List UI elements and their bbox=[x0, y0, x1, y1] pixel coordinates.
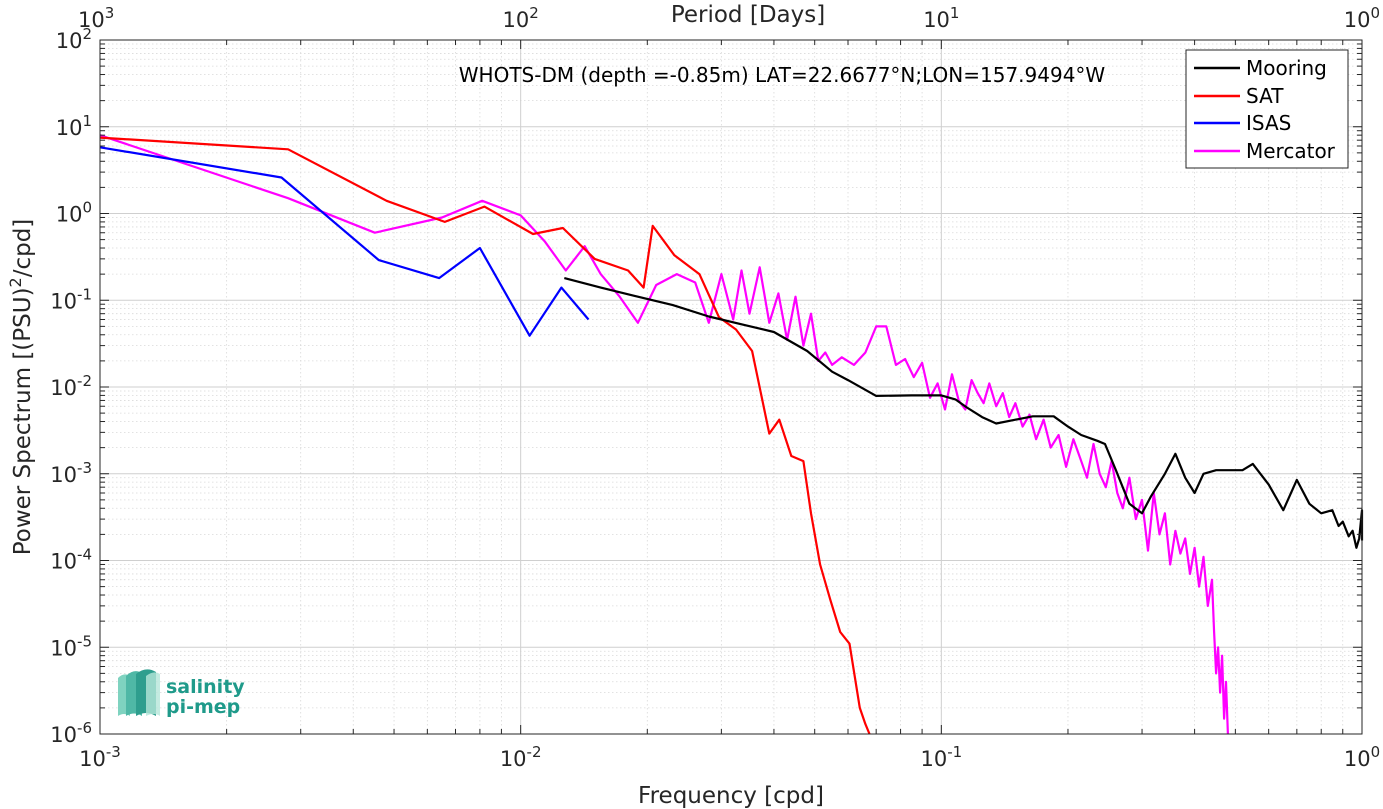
series-line-mercator bbox=[99, 134, 1229, 735]
x-tick-label-base: 10 bbox=[1344, 747, 1371, 771]
y-tick-label-base: 10 bbox=[50, 723, 77, 747]
x-tick-label: 100 bbox=[1344, 743, 1380, 771]
x-tick-label: 10-1 bbox=[920, 743, 962, 771]
y-axis-title-main: Power Spectrum [(PSU) bbox=[10, 287, 36, 555]
logo-waves-icon bbox=[118, 669, 160, 716]
major-grid bbox=[99, 39, 1363, 735]
top-tick-label-exp: 1 bbox=[950, 4, 960, 22]
legend-label-mooring: Mooring bbox=[1246, 56, 1327, 80]
y-tick-label: 10-5 bbox=[50, 632, 92, 660]
top-tick-label: 101 bbox=[923, 4, 959, 32]
y-tick-label-base: 10 bbox=[56, 203, 83, 227]
x-tick-label-base: 10 bbox=[79, 747, 106, 771]
x-tick-label-exp: -2 bbox=[527, 743, 542, 761]
y-axis-title-sup: 2 bbox=[6, 277, 25, 287]
x-tick-label-base: 10 bbox=[920, 747, 947, 771]
series-layer bbox=[99, 134, 1364, 735]
y-tick-label-base: 10 bbox=[50, 636, 77, 660]
tick-marks bbox=[99, 39, 1363, 735]
top-tick-label: 100 bbox=[1344, 4, 1380, 32]
x-tick-label: 10-3 bbox=[79, 743, 121, 771]
top-tick-labels: 103 102 101 100 bbox=[78, 4, 1380, 32]
series-line-isas bbox=[99, 146, 590, 337]
y-tick-label-base: 10 bbox=[50, 463, 77, 487]
y-tick-label-exp: -6 bbox=[77, 719, 92, 737]
salinity-pimep-logo: salinity pi-mep bbox=[118, 669, 245, 718]
logo-text-line1: salinity bbox=[166, 676, 245, 698]
y-axis-title: Power Spectrum [(PSU)2/cpd] bbox=[6, 219, 37, 556]
y-axis-title-tail: /cpd] bbox=[10, 219, 36, 278]
y-tick-label: 101 bbox=[56, 112, 92, 140]
legend-label-sat: SAT bbox=[1246, 84, 1284, 108]
y-tick-label-base: 10 bbox=[56, 29, 83, 53]
y-tick-label-exp: -5 bbox=[77, 632, 92, 650]
top-tick-label-exp: 0 bbox=[1370, 4, 1380, 22]
y-tick-label-base: 10 bbox=[50, 376, 77, 400]
y-tick-label: 10-1 bbox=[50, 285, 92, 313]
top-tick-label-base: 10 bbox=[78, 8, 105, 32]
y-tick-label: 10-4 bbox=[50, 546, 92, 574]
top-tick-label-exp: 3 bbox=[105, 4, 115, 22]
y-tick-label-exp: 0 bbox=[82, 199, 92, 217]
legend-box bbox=[1185, 49, 1349, 169]
y-tick-label: 10-2 bbox=[50, 372, 92, 400]
top-axis-title: Period [Days] bbox=[671, 2, 825, 28]
x-tick-label-exp: -1 bbox=[947, 743, 962, 761]
x-tick-labels: 10-3 10-2 10-1 100 bbox=[79, 743, 1380, 771]
y-tick-label: 100 bbox=[56, 199, 92, 227]
y-tick-label-exp: -2 bbox=[77, 372, 92, 390]
x-axis-title: Frequency [cpd] bbox=[638, 783, 824, 809]
top-tick-label-base: 10 bbox=[503, 8, 530, 32]
y-tick-label: 10-6 bbox=[50, 719, 92, 747]
series-line-sat bbox=[99, 136, 871, 735]
y-tick-label-exp: -1 bbox=[77, 285, 92, 303]
top-tick-label-base: 10 bbox=[923, 8, 950, 32]
y-tick-label-exp: 2 bbox=[82, 25, 92, 43]
x-tick-label-base: 10 bbox=[500, 747, 527, 771]
y-tick-label: 102 bbox=[56, 25, 92, 53]
top-tick-label-base: 10 bbox=[1344, 8, 1371, 32]
y-tick-label-exp: 1 bbox=[82, 112, 92, 130]
y-tick-label-exp: -3 bbox=[77, 459, 92, 477]
y-tick-label-exp: -4 bbox=[77, 546, 92, 564]
y-tick-label-base: 10 bbox=[50, 550, 77, 574]
top-tick-label: 103 bbox=[78, 4, 114, 32]
legend-label-mercator: Mercator bbox=[1246, 139, 1336, 163]
x-tick-label: 10-2 bbox=[500, 743, 542, 771]
logo-text-line2: pi-mep bbox=[166, 696, 240, 718]
top-tick-label: 102 bbox=[503, 4, 539, 32]
series-line-mooring bbox=[564, 277, 1364, 549]
y-tick-label: 10-3 bbox=[50, 459, 92, 487]
legend: Mooring SAT ISAS Mercator bbox=[1185, 49, 1349, 169]
x-tick-label-exp: -3 bbox=[106, 743, 121, 761]
legend-label-isas: ISAS bbox=[1246, 111, 1291, 135]
top-tick-label-exp: 2 bbox=[529, 4, 539, 22]
chart-annotation: WHOTS-DM (depth =-0.85m) LAT=22.6677°N;L… bbox=[459, 63, 1106, 87]
y-tick-label-base: 10 bbox=[50, 289, 77, 313]
x-tick-label-exp: 0 bbox=[1371, 743, 1381, 761]
y-tick-label-base: 10 bbox=[56, 116, 83, 140]
